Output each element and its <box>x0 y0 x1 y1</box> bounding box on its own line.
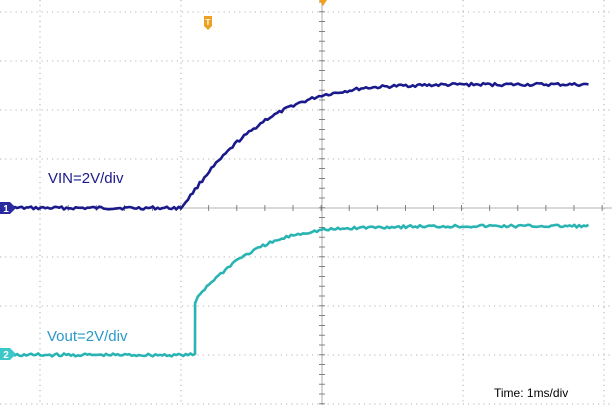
top-edge-marker-icon <box>319 0 327 6</box>
vout-scale-label: Vout=2V/div <box>47 328 128 345</box>
channel-2-marker-shape <box>0 348 16 360</box>
channel-1-marker-label: 1 <box>3 204 9 215</box>
channel-2-marker: 2 <box>0 348 16 361</box>
vin-trace <box>0 81 589 211</box>
trigger-marker: T <box>204 16 212 30</box>
vin-scale-label: VIN=2V/div <box>48 170 124 187</box>
vout-trace <box>0 223 590 358</box>
traces <box>0 81 590 358</box>
channel-2-marker-label: 2 <box>3 350 9 361</box>
trigger-marker-shape <box>204 16 212 30</box>
channel-1-marker: 1 <box>0 202 16 215</box>
channel-1-marker-shape <box>0 202 16 214</box>
trigger-marker-label: T <box>206 18 211 27</box>
timebase-label: Time: 1ms/div <box>494 386 568 400</box>
